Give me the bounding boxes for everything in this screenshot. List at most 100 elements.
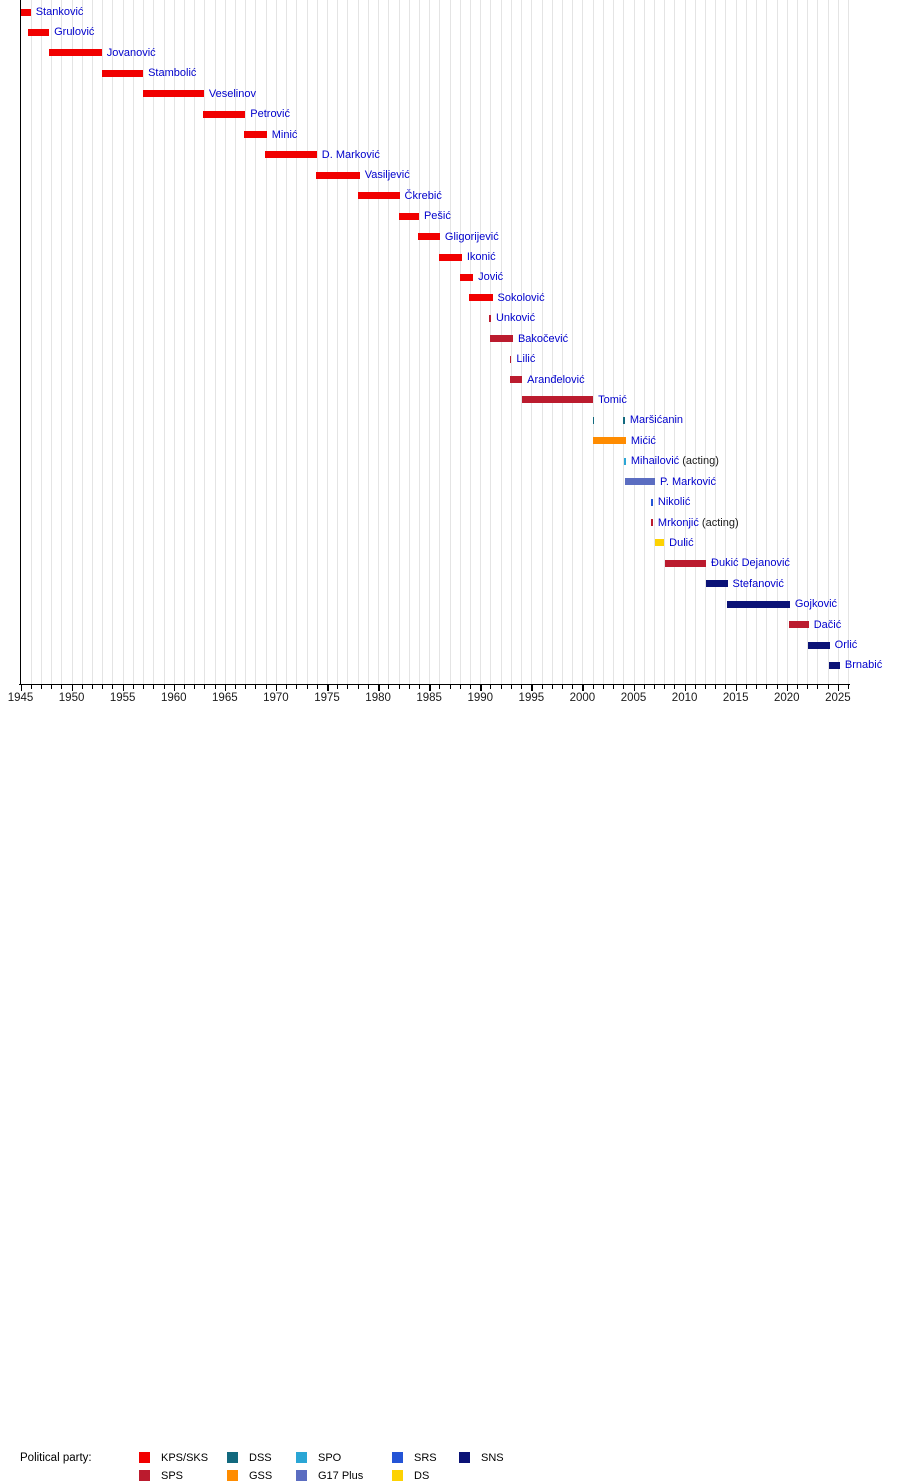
axis-tick — [61, 685, 63, 689]
axis-tick — [51, 685, 53, 689]
legend: Political party: KPS/SKS SPS DSS GSS SPO G17 … — [0, 722, 900, 1482]
person-name: Ikonić — [466, 251, 496, 264]
person-label: Unković — [496, 311, 535, 325]
timeline-bar — [244, 131, 267, 139]
axis-tick — [143, 685, 145, 689]
person-name: Aranđelović — [527, 373, 585, 386]
person-label: Dačić — [814, 618, 842, 632]
axis-tick — [173, 685, 176, 691]
axis-tick — [418, 685, 420, 689]
gridline-year — [194, 0, 196, 684]
axis-tick — [633, 685, 636, 691]
person-name: D. Marković — [321, 148, 380, 161]
axis-year-label: 1960 — [160, 692, 187, 704]
person-label: Aranđelović — [527, 373, 584, 387]
axis-tick — [786, 685, 789, 691]
gridline-year — [470, 0, 472, 684]
legend-swatch-kps-sks — [139, 1452, 150, 1463]
gridline-year — [224, 0, 226, 684]
timeline-bar — [20, 8, 31, 16]
gridline-year — [173, 0, 175, 684]
legend-swatch-srs — [392, 1452, 403, 1463]
timeline-bar — [623, 416, 625, 424]
legend-swatch-sns — [459, 1452, 470, 1463]
person-label: Stefanović — [733, 577, 784, 591]
timeline-bar — [489, 314, 491, 322]
axis-tick — [255, 685, 257, 689]
person-label: Petrović — [250, 107, 290, 121]
gridline-year — [306, 0, 308, 684]
axis-tick — [807, 685, 809, 689]
axis-tick — [122, 685, 125, 691]
axis-tick — [357, 685, 359, 689]
axis-year-label: 2000 — [569, 692, 596, 704]
gridline-year — [827, 0, 829, 684]
axis-tick — [265, 685, 267, 689]
person-name: Pešić — [423, 210, 451, 223]
axis-tick — [817, 685, 819, 689]
person-name: Gligorijević — [444, 230, 499, 243]
gridline-year — [378, 0, 380, 684]
axis-tick — [30, 685, 32, 689]
person-label: Stanković — [36, 5, 84, 19]
axis-tick — [316, 685, 318, 689]
gridline-year — [592, 0, 594, 684]
person-label: Đukić Dejanović — [711, 556, 790, 570]
gridline-year — [71, 0, 73, 684]
axis-tick — [470, 685, 472, 689]
gridline-year — [337, 0, 339, 684]
axis-tick — [163, 685, 165, 689]
person-name: Minić — [271, 128, 298, 141]
gridline-year — [357, 0, 359, 684]
gridline-year — [61, 0, 63, 684]
gridline-year — [183, 0, 185, 684]
person-name: Mrkonjić — [657, 516, 699, 529]
axis-tick — [756, 685, 758, 689]
axis-tick — [214, 685, 216, 689]
person-label: Tomić — [598, 393, 627, 407]
person-suffix: (acting) — [679, 455, 719, 468]
axis-tick — [572, 685, 574, 689]
axis-tick — [674, 685, 676, 689]
axis-tick — [306, 685, 308, 689]
gridline-year — [153, 0, 155, 684]
timeline-bar — [418, 233, 440, 241]
gridline-year — [572, 0, 574, 684]
axis-tick — [715, 685, 717, 689]
axis-year-label: 1970 — [263, 692, 289, 704]
legend-label: SNS — [481, 1452, 504, 1464]
axis-tick — [112, 685, 114, 689]
axis-tick — [327, 685, 329, 691]
axis-tick — [245, 685, 247, 689]
axis-tick — [439, 685, 441, 689]
axis-year-label: 1975 — [314, 692, 340, 704]
axis-tick — [837, 685, 840, 691]
axis-tick — [92, 685, 94, 689]
timeline-bar — [509, 355, 512, 363]
timeline-bar — [789, 621, 809, 629]
axis-tick — [337, 685, 339, 689]
person-name: Mićić — [630, 434, 656, 447]
gridline-year — [817, 0, 819, 684]
axis-tick — [776, 685, 778, 689]
person-name: Tomić — [598, 393, 627, 406]
timeline-bar — [808, 641, 830, 649]
person-label: Ikonić — [467, 250, 496, 264]
person-label: Orlić — [835, 638, 858, 652]
gridline-year — [388, 0, 390, 684]
axis-year-label: 1995 — [518, 692, 545, 704]
gridline-year — [459, 0, 461, 684]
person-label: Mihailović (acting) — [631, 454, 719, 468]
legend-label: SPS — [161, 1470, 184, 1482]
person-label: Brnabić — [845, 658, 882, 672]
gridline-year — [112, 0, 114, 684]
person-label: Gojković — [795, 597, 837, 611]
gridline-year — [694, 0, 696, 684]
axis-tick — [643, 685, 645, 689]
gridline-year — [756, 0, 758, 684]
legend-label: DSS — [249, 1452, 272, 1464]
axis-tick — [275, 685, 278, 691]
person-label: P. Marković — [660, 475, 716, 489]
person-label: Mićić — [631, 434, 656, 448]
gridline-year — [449, 0, 451, 684]
